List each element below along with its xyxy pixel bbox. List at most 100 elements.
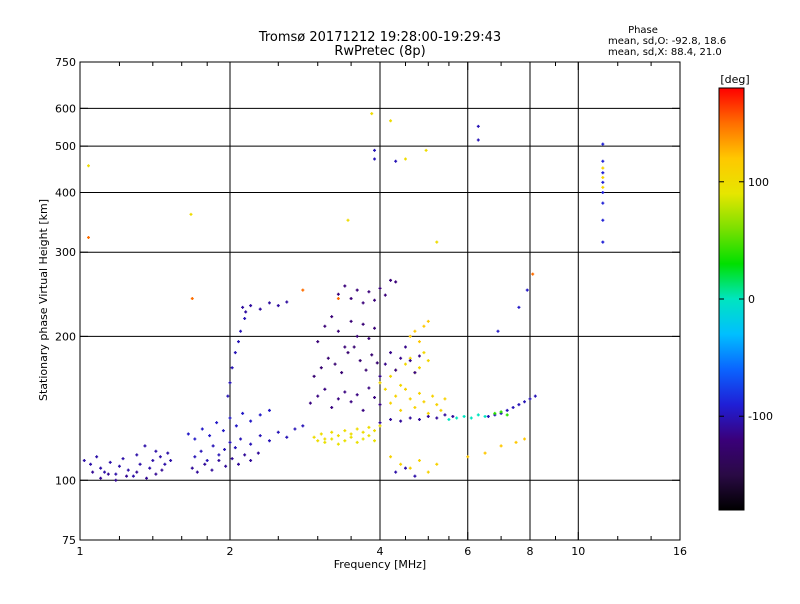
data-point [511, 405, 515, 409]
data-point [394, 368, 398, 372]
data-point [373, 326, 377, 330]
data-point [399, 383, 403, 387]
data-point [466, 455, 470, 459]
data-point [601, 142, 605, 146]
data-point [373, 439, 377, 443]
data-point [399, 462, 403, 466]
data-point [435, 240, 439, 244]
data-point [336, 292, 340, 296]
data-point [403, 466, 407, 470]
data-point [131, 474, 135, 478]
data-point [378, 374, 382, 378]
data-point [361, 301, 365, 305]
data-point [199, 449, 203, 453]
data-point [355, 427, 359, 431]
data-point [378, 421, 382, 425]
data-point [208, 434, 212, 438]
data-point [373, 148, 377, 152]
data-point [426, 470, 430, 474]
data-point [505, 413, 509, 417]
data-point [276, 430, 280, 434]
data-point [138, 462, 142, 466]
data-point [435, 403, 439, 407]
data-point [417, 340, 421, 344]
data-point [343, 439, 347, 443]
data-point [435, 462, 439, 466]
data-point [193, 455, 197, 459]
data-point [355, 393, 359, 397]
y-tick-label: 600 [55, 102, 76, 115]
phase-stats-line-x: mean, sd,X: 88.4, 21.0 [608, 47, 722, 58]
data-point [258, 413, 262, 417]
data-point [330, 437, 334, 441]
data-point [249, 458, 253, 462]
data-point [221, 429, 225, 433]
data-point [422, 400, 426, 404]
data-point [426, 319, 430, 323]
data-point [169, 458, 173, 462]
data-point [230, 366, 234, 370]
data-point [319, 432, 323, 436]
data-point [431, 394, 435, 398]
data-point [389, 374, 393, 378]
data-point [148, 466, 152, 470]
data-point [517, 403, 521, 407]
data-point [319, 366, 323, 370]
data-point [228, 381, 232, 385]
data-point [426, 411, 430, 415]
data-point [190, 297, 194, 301]
data-point [455, 416, 459, 420]
data-point [323, 324, 327, 328]
data-point [340, 371, 344, 375]
data-point [343, 345, 347, 349]
data-point [378, 424, 382, 428]
data-point [343, 284, 347, 288]
data-point [389, 119, 393, 123]
data-point [223, 447, 227, 451]
data-point [95, 455, 99, 459]
data-point [195, 470, 199, 474]
data-point [413, 371, 417, 375]
data-point [403, 362, 407, 366]
data-point [267, 439, 271, 443]
x-axis-label: Frequency [MHz] [334, 558, 426, 571]
data-point [601, 159, 605, 163]
data-point [258, 434, 262, 438]
data-point [160, 468, 164, 472]
data-point [217, 453, 221, 457]
data-point [417, 458, 421, 462]
data-point [239, 329, 243, 333]
data-point [373, 429, 377, 433]
x-tick-label: 16 [673, 545, 687, 558]
data-point [367, 290, 371, 294]
data-point [413, 405, 417, 409]
data-point [330, 405, 334, 409]
data-point [333, 362, 337, 366]
data-point [349, 432, 353, 436]
data-point [323, 437, 327, 441]
data-point [389, 278, 393, 282]
data-point [308, 401, 312, 405]
data-point [486, 414, 490, 418]
data-point [439, 408, 443, 412]
data-point [424, 148, 428, 152]
x-tick-label: 2 [227, 545, 234, 558]
data-point [349, 435, 353, 439]
y-tick-label: 75 [62, 534, 76, 547]
data-point [258, 307, 262, 311]
phase-stats-line-o: mean, sd,O: -92.8, 18.6 [608, 36, 726, 47]
data-point [121, 457, 125, 461]
data-point [528, 397, 532, 401]
data-point [383, 293, 387, 297]
data-point [483, 451, 487, 455]
data-point [435, 416, 439, 420]
data-point [236, 462, 240, 466]
data-point [394, 280, 398, 284]
data-point [163, 462, 167, 466]
data-point [523, 400, 527, 404]
data-point [370, 112, 374, 116]
data-point [422, 324, 426, 328]
data-point [394, 394, 398, 398]
data-point [399, 356, 403, 360]
data-point [285, 300, 289, 304]
